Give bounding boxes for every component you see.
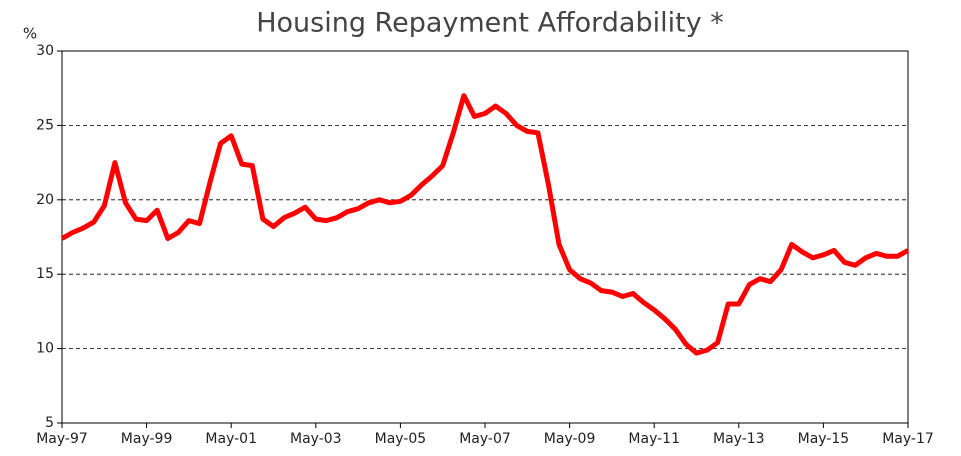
x-tick-label: May-03 xyxy=(290,431,342,447)
y-tick-label: 30 xyxy=(36,43,54,59)
x-tick-label: May-11 xyxy=(628,431,680,447)
line xyxy=(60,93,910,356)
x-tick-label: May-09 xyxy=(544,431,596,447)
y-tick-label: 15 xyxy=(36,266,54,282)
y-tick-label: 10 xyxy=(36,341,54,357)
x-tick-label: May-01 xyxy=(205,431,257,447)
x-tick-label: May-13 xyxy=(713,431,765,447)
y-tick-label: 25 xyxy=(36,117,54,133)
x-tick-label: May-17 xyxy=(882,431,934,447)
y-tick-label: 20 xyxy=(36,192,54,208)
x-tick-label: May-99 xyxy=(121,431,173,447)
y-tick-label: 5 xyxy=(45,415,54,431)
y-axis-label: % xyxy=(23,25,37,43)
chart-title: Housing Repayment Affordability * xyxy=(256,8,724,39)
plot-area xyxy=(61,50,909,424)
x-tick-label: May-07 xyxy=(459,431,511,447)
x-tick-label: May-15 xyxy=(798,431,850,447)
x-tick-label: May-05 xyxy=(375,431,427,447)
x-tick-label: May-97 xyxy=(36,431,88,447)
